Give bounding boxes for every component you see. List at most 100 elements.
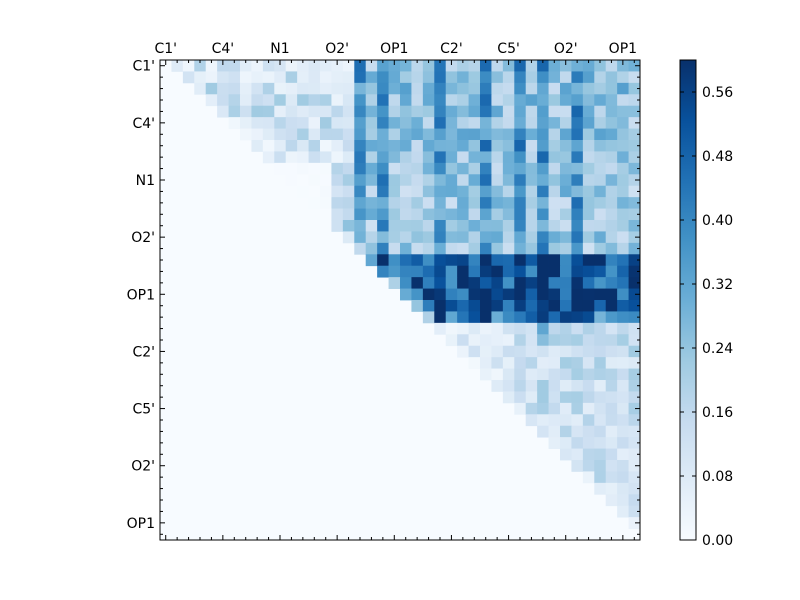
heatmap-cell bbox=[617, 300, 629, 312]
heatmap-cell bbox=[377, 231, 389, 244]
heatmap-cell bbox=[400, 105, 412, 118]
heatmap-cell bbox=[514, 162, 527, 175]
heatmap-cell bbox=[571, 345, 584, 358]
heatmap-cell bbox=[217, 94, 229, 107]
heatmap-cell bbox=[571, 197, 584, 209]
heatmap-cell bbox=[605, 345, 618, 358]
heatmap-cell bbox=[571, 231, 584, 244]
heatmap-cell bbox=[548, 71, 561, 84]
heatmap-cell bbox=[617, 277, 629, 289]
heatmap-cell bbox=[480, 311, 492, 324]
heatmap-cell bbox=[228, 117, 241, 129]
heatmap-cell bbox=[605, 277, 618, 289]
heatmap-cell bbox=[582, 414, 595, 427]
heatmap-cell bbox=[434, 60, 447, 72]
heatmap-cell bbox=[491, 357, 504, 369]
heatmap-cell bbox=[582, 231, 595, 244]
heatmap-cell bbox=[400, 265, 412, 278]
colorbar-tick-label: 0.40 bbox=[702, 213, 733, 229]
heatmap-cell bbox=[331, 71, 344, 84]
heatmap-cell bbox=[548, 300, 561, 312]
heatmap-cell bbox=[457, 185, 469, 198]
heatmap-cell bbox=[331, 82, 344, 95]
heatmap-cell bbox=[422, 208, 435, 221]
heatmap-cell bbox=[308, 151, 321, 164]
heatmap-cell bbox=[468, 140, 481, 152]
heatmap-cell bbox=[594, 128, 607, 141]
heatmap-cell bbox=[342, 140, 355, 152]
heatmap-cell bbox=[491, 174, 504, 187]
x-tick-label: C2' bbox=[440, 41, 463, 57]
heatmap-cell bbox=[594, 471, 607, 484]
heatmap-cell bbox=[240, 105, 252, 118]
heatmap-cell bbox=[514, 254, 527, 267]
heatmap-cell bbox=[342, 174, 355, 187]
heatmap-cell bbox=[297, 94, 309, 107]
heatmap-cell bbox=[422, 265, 435, 278]
heatmap-cell bbox=[548, 402, 561, 415]
heatmap-cell bbox=[617, 151, 629, 164]
heatmap-cell bbox=[571, 208, 584, 221]
heatmap-cell bbox=[434, 242, 447, 255]
heatmap-cell bbox=[240, 60, 252, 72]
heatmap-cell bbox=[377, 185, 389, 198]
heatmap-cell bbox=[422, 311, 435, 324]
heatmap-cell bbox=[582, 391, 595, 404]
heatmap-cell bbox=[628, 391, 641, 404]
heatmap-cell bbox=[548, 151, 561, 164]
heatmap-cell bbox=[354, 71, 367, 84]
heatmap-cell bbox=[331, 185, 344, 198]
heatmap-cell bbox=[240, 117, 252, 129]
heatmap-cell bbox=[628, 288, 641, 301]
heatmap-cell bbox=[628, 322, 641, 335]
heatmap-cell bbox=[594, 71, 607, 84]
heatmap-cell bbox=[537, 82, 549, 95]
heatmap-cell bbox=[491, 368, 504, 381]
heatmap-cell bbox=[628, 448, 641, 461]
heatmap-cell bbox=[365, 105, 378, 118]
heatmap-cell bbox=[582, 402, 595, 415]
heatmap-cell bbox=[525, 105, 538, 118]
heatmap-cell bbox=[594, 140, 607, 152]
heatmap-cell bbox=[537, 185, 549, 198]
heatmap-cell bbox=[571, 151, 584, 164]
heatmap-cell bbox=[537, 368, 549, 381]
y-tick-label: O2' bbox=[131, 459, 155, 475]
heatmap-cell bbox=[560, 345, 572, 358]
heatmap-cell bbox=[354, 197, 367, 209]
heatmap-cell bbox=[605, 208, 618, 221]
heatmap-cell bbox=[468, 311, 481, 324]
heatmap-cell bbox=[342, 197, 355, 209]
heatmap-cell bbox=[571, 425, 584, 438]
heatmap-cell bbox=[548, 60, 561, 72]
heatmap-cell bbox=[628, 345, 641, 358]
heatmap-cell bbox=[331, 151, 344, 164]
heatmap-cell bbox=[297, 60, 309, 72]
heatmap-cell bbox=[560, 151, 572, 164]
heatmap-cell bbox=[525, 402, 538, 415]
heatmap-cell bbox=[285, 140, 298, 152]
heatmap-cell bbox=[445, 220, 458, 232]
heatmap-cell bbox=[342, 60, 355, 72]
heatmap-cell bbox=[605, 494, 618, 507]
heatmap-cell bbox=[457, 60, 469, 72]
heatmap-cell bbox=[354, 151, 367, 164]
heatmap-cell bbox=[582, 208, 595, 221]
heatmap-cell bbox=[605, 174, 618, 187]
heatmap-cell bbox=[308, 60, 321, 72]
heatmap-cell bbox=[571, 288, 584, 301]
heatmap-cell bbox=[457, 162, 469, 175]
heatmap-cell bbox=[297, 71, 309, 84]
heatmap-cell bbox=[571, 265, 584, 278]
heatmap-cell bbox=[537, 288, 549, 301]
heatmap-cell bbox=[320, 71, 332, 84]
heatmap-cell bbox=[388, 140, 401, 152]
heatmap-cell bbox=[582, 311, 595, 324]
heatmap-cell bbox=[594, 448, 607, 461]
heatmap-cell bbox=[388, 174, 401, 187]
heatmap-cell bbox=[514, 60, 527, 72]
heatmap-cell bbox=[251, 105, 264, 118]
heatmap-cell bbox=[320, 94, 332, 107]
heatmap-cell bbox=[377, 220, 389, 232]
